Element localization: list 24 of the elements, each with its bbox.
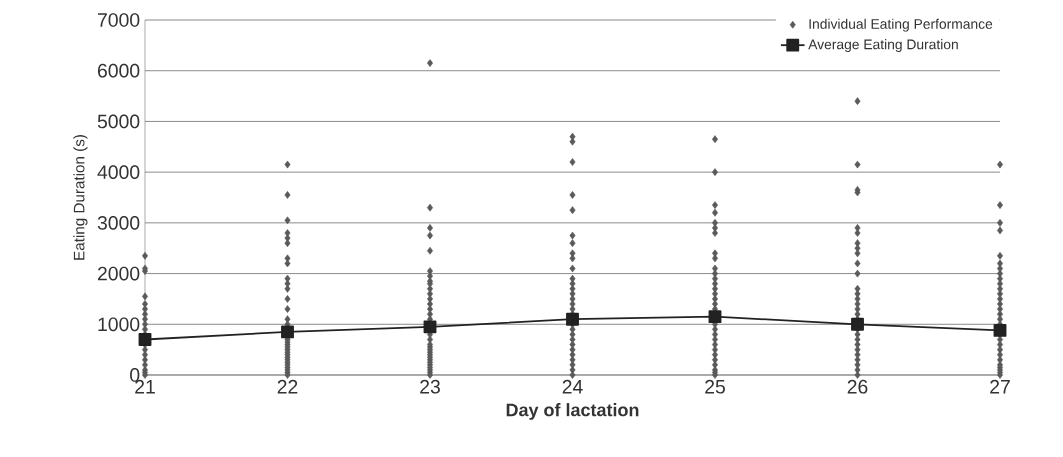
x-tick-label: 24 (562, 379, 583, 394)
y-tick-label: 1000 (98, 317, 140, 332)
legend-label: Individual Eating Performance (809, 18, 993, 32)
y-tick-label: 2000 (97, 266, 140, 281)
point (281, 325, 294, 339)
y-tick-label: 3000 (97, 215, 140, 230)
point (708, 310, 722, 324)
point (851, 317, 864, 331)
y-axis-title: Eating Duration (s) (73, 135, 88, 260)
x-tick-label: 25 (705, 379, 725, 394)
x-tick-label: 26 (847, 379, 868, 394)
x-axis-title: Day of lactation (506, 403, 639, 420)
legend-label: Average Eating Duration (808, 39, 958, 53)
point (423, 320, 437, 334)
y-tick-label: 7000 (98, 13, 140, 27)
point (138, 333, 152, 346)
point (566, 312, 579, 326)
y-tick-label: 4000 (97, 165, 140, 180)
point (993, 323, 1007, 337)
x-tick-label: 22 (277, 379, 298, 394)
x-tick-label: 27 (990, 379, 1010, 394)
x-tick-label: 23 (420, 379, 440, 394)
y-tick-label: 5000 (97, 114, 140, 129)
y-tick-label: 6000 (97, 63, 140, 78)
